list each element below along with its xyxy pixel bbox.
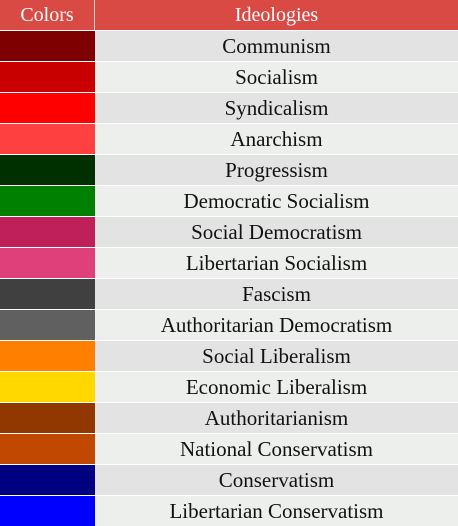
color-swatch-socialism: [0, 61, 95, 92]
ideology-label-social-democratism: Social Democratism: [95, 216, 458, 247]
color-swatch-libertarian-conservatism: [0, 495, 95, 526]
ideology-label-socialism: Socialism: [95, 61, 458, 92]
color-swatch-progressism: [0, 154, 95, 185]
color-swatch-conservatism: [0, 464, 95, 495]
color-swatch-economic-liberalism: [0, 371, 95, 402]
ideology-label-anarchism: Anarchism: [95, 123, 458, 154]
colors-column-header: Colors: [0, 0, 95, 30]
color-swatch-social-democratism: [0, 216, 95, 247]
ideologies-column-header: Ideologies: [95, 0, 458, 30]
ideology-label-syndicalism: Syndicalism: [95, 92, 458, 123]
ideology-label-progressism: Progressism: [95, 154, 458, 185]
color-swatch-authoritarian-democratism: [0, 309, 95, 340]
ideology-label-authoritarian-democratism: Authoritarian Democratism: [95, 309, 458, 340]
ideology-label-social-liberalism: Social Liberalism: [95, 340, 458, 371]
color-swatch-national-conservatism: [0, 433, 95, 464]
ideology-label-national-conservatism: National Conservatism: [95, 433, 458, 464]
ideology-label-fascism: Fascism: [95, 278, 458, 309]
color-swatch-democratic-socialism: [0, 185, 95, 216]
color-swatch-communism: [0, 30, 95, 61]
ideology-label-economic-liberalism: Economic Liberalism: [95, 371, 458, 402]
ideology-label-authoritarianism: Authoritarianism: [95, 402, 458, 433]
ideology-label-libertarian-socialism: Libertarian Socialism: [95, 247, 458, 278]
ideology-label-communism: Communism: [95, 30, 458, 61]
ideology-label-libertarian-conservatism: Libertarian Conservatism: [95, 495, 458, 526]
color-swatch-authoritarianism: [0, 402, 95, 433]
color-swatch-social-liberalism: [0, 340, 95, 371]
color-swatch-syndicalism: [0, 92, 95, 123]
ideology-label-democratic-socialism: Democratic Socialism: [95, 185, 458, 216]
color-swatch-fascism: [0, 278, 95, 309]
color-swatch-anarchism: [0, 123, 95, 154]
ideology-label-conservatism: Conservatism: [95, 464, 458, 495]
color-swatch-libertarian-socialism: [0, 247, 95, 278]
